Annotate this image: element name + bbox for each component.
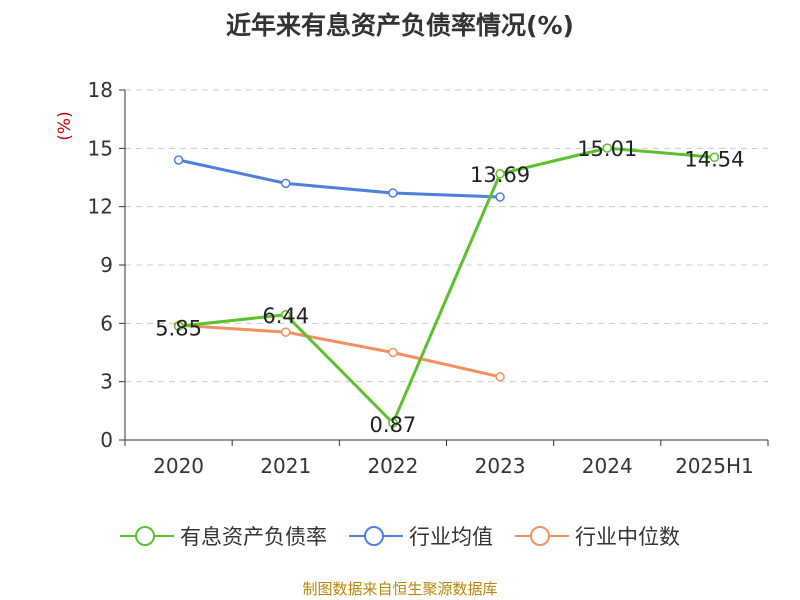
y-tick-label: 0 — [100, 428, 113, 452]
data-point — [388, 418, 398, 428]
y-tick-labels: 0 3 6 9 12 15 18 — [88, 78, 113, 452]
x-tick-label: 2021 — [260, 454, 311, 478]
data-label: 15.01 — [577, 137, 637, 161]
data-label: 0.87 — [370, 413, 417, 437]
y-axis-label: (%) — [55, 111, 75, 140]
legend-item[interactable]: 行业中位数 — [515, 521, 680, 551]
y-tick-label: 6 — [100, 311, 113, 335]
data-label: 14.54 — [684, 147, 744, 171]
axes — [119, 89, 769, 446]
grid-lines — [125, 89, 768, 383]
legend-marker-icon — [515, 524, 569, 548]
chart-title: 近年来有息资产负债率情况(%) — [226, 11, 574, 40]
data-point — [495, 169, 505, 179]
x-tick-label: 2024 — [582, 454, 633, 478]
data-label: 5.85 — [155, 316, 202, 340]
data-point — [173, 155, 184, 165]
x-tick-label: 2023 — [475, 454, 526, 478]
series-line — [178, 146, 715, 425]
series-line — [178, 323, 501, 379]
x-tick-label: 2022 — [367, 454, 418, 478]
data-point — [709, 152, 720, 163]
series-lines — [173, 143, 720, 428]
data-labels: 5.85 6.44 0.87 13.69 15.01 14.54 — [155, 137, 744, 437]
legend: 有息资产负债率 行业均值 行业中位数 — [0, 521, 800, 551]
legend-label: 有息资产负债率 — [180, 525, 327, 549]
legend-label: 行业均值 — [409, 525, 493, 549]
legend-label: 行业中位数 — [575, 525, 680, 549]
data-point — [495, 192, 505, 202]
series-line — [178, 158, 501, 199]
data-point — [281, 327, 291, 337]
legend-marker-icon — [349, 524, 403, 548]
legend-item[interactable]: 有息资产负债率 — [120, 521, 327, 551]
data-point — [281, 178, 291, 189]
data-point — [388, 347, 398, 358]
data-point — [173, 321, 184, 331]
legend-item[interactable]: 行业均值 — [349, 521, 493, 551]
data-point — [495, 372, 505, 382]
y-tick-label: 15 — [88, 136, 113, 160]
legend-marker-icon — [120, 524, 174, 548]
source-note: 制图数据来自恒生聚源数据库 — [302, 580, 498, 598]
x-tick-label: 2025H1 — [675, 454, 754, 478]
data-label: 6.44 — [262, 304, 309, 328]
y-tick-label: 9 — [100, 253, 113, 277]
data-point — [388, 188, 398, 198]
data-label: 13.69 — [470, 163, 530, 187]
data-point — [602, 143, 612, 153]
x-tick-labels: 2020 2021 2022 2023 2024 2025H1 — [153, 454, 754, 478]
y-tick-label: 18 — [88, 78, 113, 102]
y-tick-label: 3 — [100, 370, 113, 394]
x-tick-label: 2020 — [153, 454, 204, 478]
y-tick-label: 12 — [88, 195, 113, 219]
data-point — [281, 310, 291, 320]
